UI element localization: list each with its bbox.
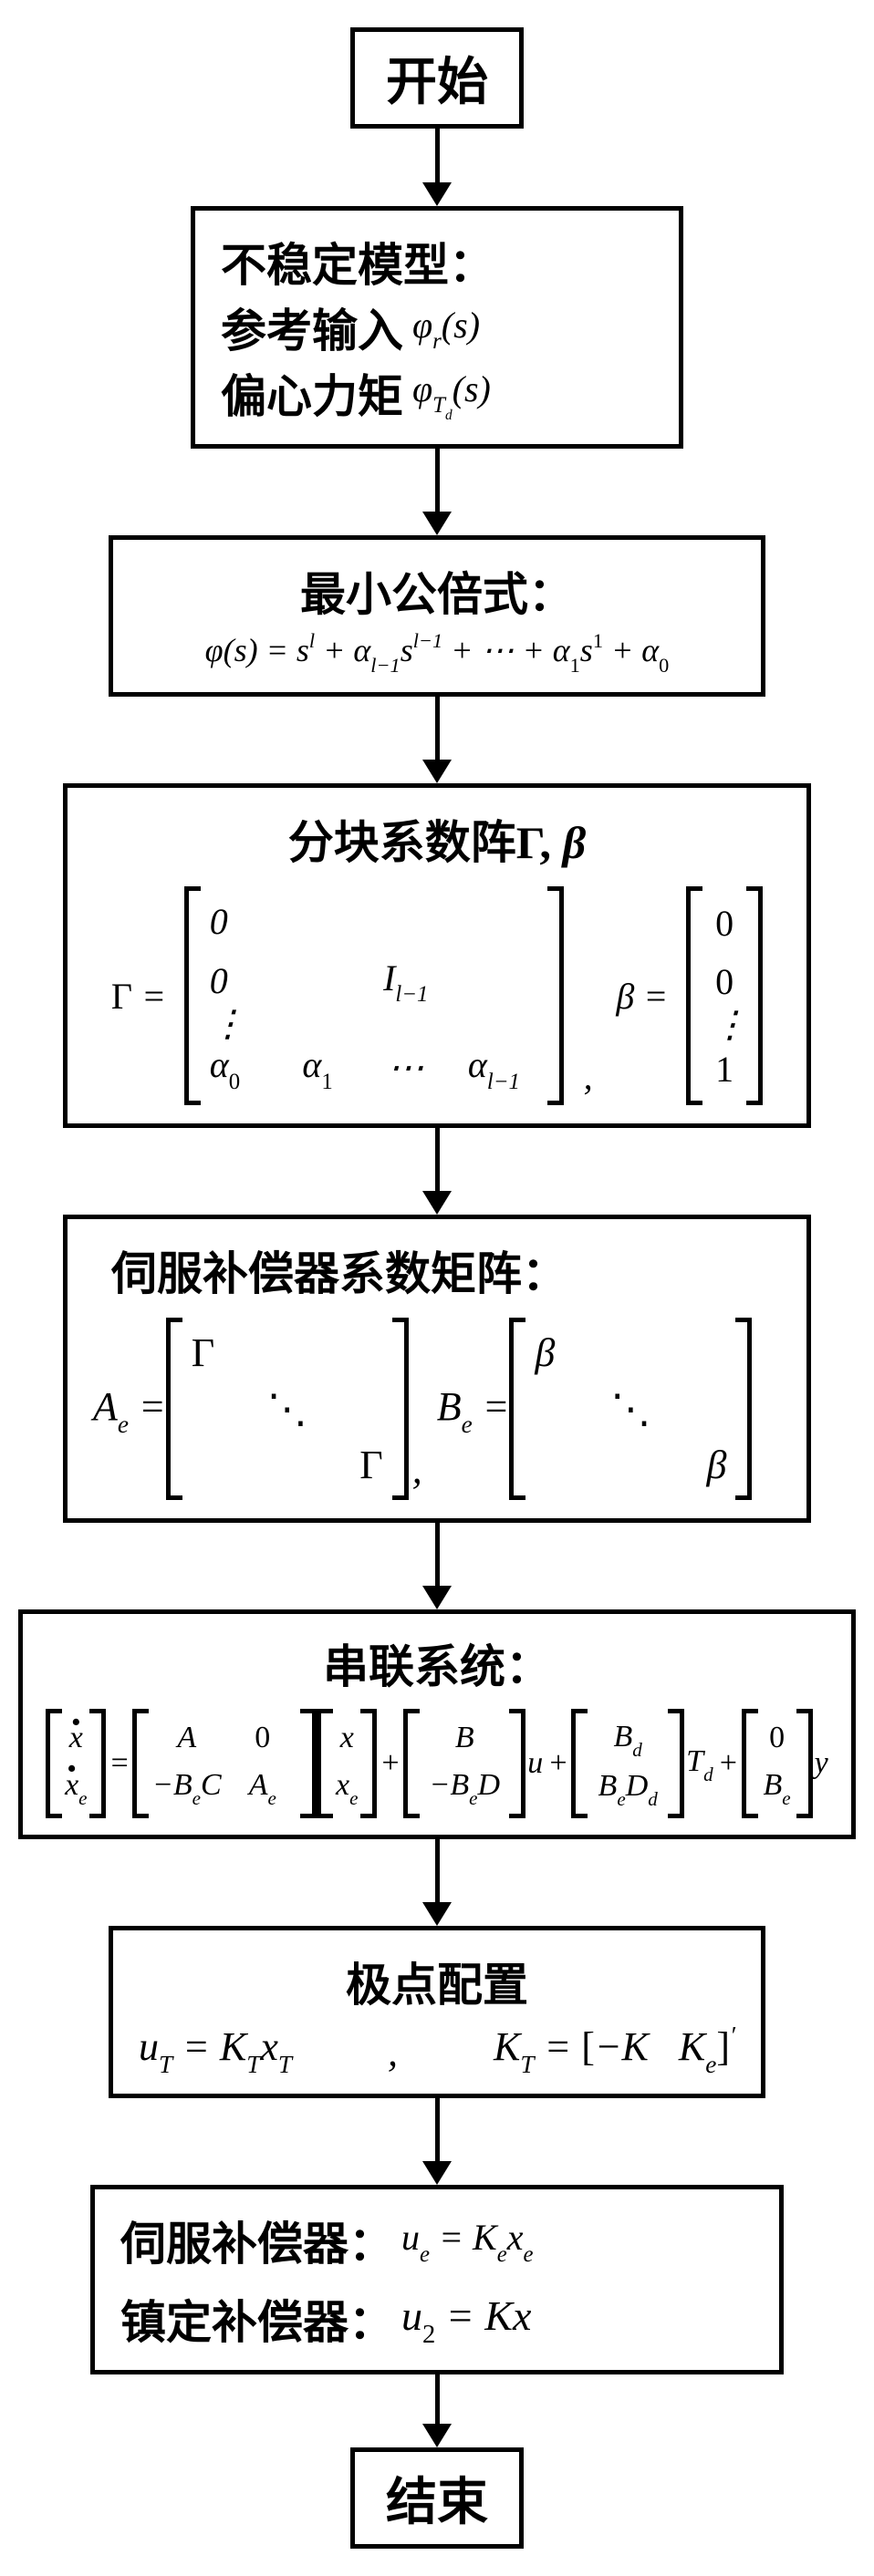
arrow-7 (422, 2098, 452, 2185)
block-coeff-node: 分块系数阵Γ, β Γ = 0 0Il−1 ⋮ α0α1⋯αl−1 , β = … (63, 783, 811, 1128)
servo-coeff-formula: Ae = Γ ⋱ Γ , Be = β ⋱ β (93, 1318, 781, 1500)
end-node: 结束 (350, 2447, 524, 2549)
unstable-model-node: 不稳定模型： 参考输入 φr(s) 偏心力矩 φTd(s) (191, 206, 683, 449)
lcm-node: 最小公倍式： φ(s) = sl + αl−1sl−1 + ⋯ + α1s1 +… (109, 535, 765, 697)
arrow-1 (422, 129, 452, 206)
arrow-5 (422, 1523, 452, 1609)
end-label: 结束 (386, 2475, 488, 2531)
gamma-matrix: 0 0Il−1 ⋮ α0α1⋯αl−1 (184, 886, 564, 1105)
compensators-node: 伺服补偿器： ue = Kexe 镇定补偿器： u2 = Kx (90, 2185, 784, 2374)
servo-coeff-node: 伺服补偿器系数矩阵： Ae = Γ ⋱ Γ , Be = β ⋱ β (63, 1215, 811, 1523)
phi-td: φTd(s) (412, 367, 491, 419)
start-label: 开始 (386, 55, 488, 111)
beta-matrix: 0 0 ⋮ 1 (686, 886, 763, 1105)
arrow-6 (422, 1839, 452, 1926)
arrow-2 (422, 449, 452, 535)
stabilize-comp-line: 镇定补偿器： u2 = Kx (120, 2286, 754, 2352)
arrow-8 (422, 2374, 452, 2447)
servo-coeff-title: 伺服补偿器系数矩阵： (93, 1237, 781, 1303)
phi-r: φr(s) (412, 304, 480, 352)
pole-placement-title: 极点配置 (139, 1949, 735, 2014)
pole-placement-formula: uT = KTxT , KT = [−K Ke]′ (139, 2023, 735, 2075)
unstable-model-line1: 参考输入 φr(s) (221, 295, 653, 360)
arrow-4 (422, 1128, 452, 1215)
cascade-title: 串联系统： (32, 1630, 842, 1696)
cascade-formula: x xe = A0 −BeCAe x xe (32, 1709, 842, 1818)
ae-matrix: Γ ⋱ Γ (166, 1318, 409, 1500)
cascade-node: 串联系统： x xe = A0 −BeCAe (18, 1609, 856, 1839)
pole-placement-node: 极点配置 uT = KTxT , KT = [−K Ke]′ (109, 1926, 765, 2098)
arrow-3 (422, 697, 452, 783)
block-coeff-formula: Γ = 0 0Il−1 ⋮ α0α1⋯αl−1 , β = 0 0 ⋮ (93, 886, 781, 1105)
lcm-title: 最小公倍式： (139, 558, 735, 624)
servo-comp-line: 伺服补偿器： ue = Kexe (120, 2208, 754, 2273)
be-matrix: β ⋱ β (509, 1318, 752, 1500)
block-coeff-title: 分块系数阵Γ, β (93, 806, 781, 872)
flowchart-container: 开始 不稳定模型： 参考输入 φr(s) 偏心力矩 φTd(s) 最小公倍式： … (18, 27, 856, 2549)
unstable-model-line2: 偏心力矩 φTd(s) (221, 360, 653, 426)
start-node: 开始 (350, 27, 524, 129)
lcm-formula: φ(s) = sl + αl−1sl−1 + ⋯ + α1s1 + α0 (139, 631, 735, 674)
unstable-model-title: 不稳定模型： (221, 229, 653, 295)
